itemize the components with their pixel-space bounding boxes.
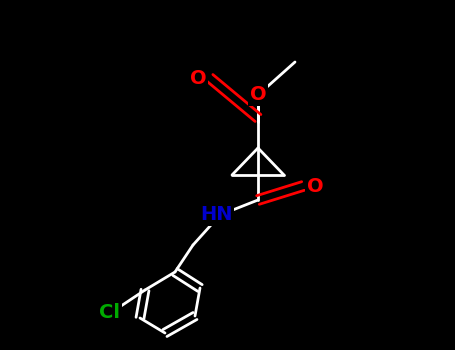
Text: O: O (190, 69, 206, 88)
Text: Cl: Cl (100, 302, 121, 322)
Text: HN: HN (200, 205, 232, 224)
Text: O: O (307, 176, 324, 196)
Text: O: O (250, 85, 266, 105)
